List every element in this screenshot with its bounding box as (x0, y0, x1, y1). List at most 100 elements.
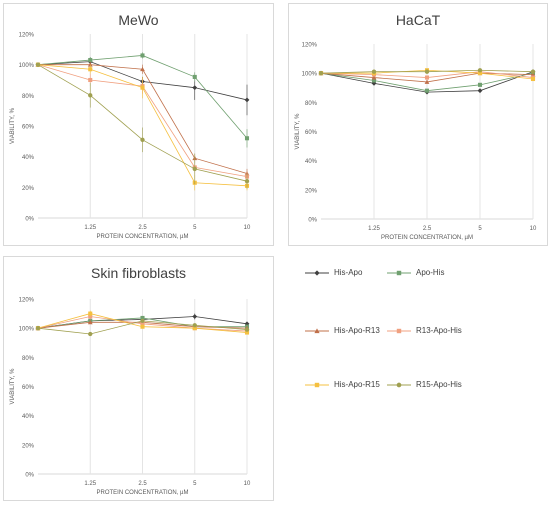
x-tick-label: 5 (478, 226, 482, 232)
y-tick-label: 120% (19, 33, 35, 39)
data-point (88, 67, 93, 72)
legend-item: R13-Apo-His (386, 326, 466, 338)
y-tick-label: 20% (22, 443, 35, 449)
y-tick-label: 40% (22, 414, 35, 420)
data-point (140, 318, 145, 324)
y-tick-label: 120% (19, 298, 35, 304)
legend-item: His-Apo (304, 268, 384, 280)
x-axis-title: PROTEIN CONCENTRATION, µM (96, 490, 188, 496)
data-point (477, 71, 483, 76)
x-tick-label: 2.5 (138, 481, 147, 487)
data-point (192, 314, 198, 319)
data-point (35, 62, 41, 67)
x-tick-label: 5 (193, 225, 197, 231)
data-point (140, 66, 145, 72)
data-point (88, 331, 93, 337)
y-tick-label: 0% (25, 473, 34, 479)
legend-label: R13-Apo-His (416, 326, 462, 335)
y-tick-label: 0% (25, 217, 34, 223)
data-point (244, 179, 250, 184)
x-tick-label: 10 (244, 481, 251, 487)
data-point (88, 93, 93, 98)
x-tick-label: 10 (530, 226, 537, 232)
data-point (140, 321, 145, 326)
data-point (530, 76, 536, 82)
data-point (88, 311, 93, 316)
x-axis-title: PROTEIN CONCENTRATION, µM (381, 235, 473, 241)
data-point (140, 137, 145, 142)
data-point (192, 85, 198, 91)
data-point (244, 97, 250, 103)
data-point (424, 75, 430, 80)
data-point (244, 327, 250, 332)
chart-panel-skin-fibroblasts: Skin fibroblasts 0% 20% 40% 60% 80% 100% 120% 1… (3, 256, 274, 501)
chart-title: MeWo (118, 12, 159, 28)
data-point (371, 69, 377, 74)
y-axis-title: VIABILITY, % (295, 113, 301, 150)
chart-plot: 0% 20% 40% 60% 80% 100% 120% 1.25 2.5 5 10 PROTEIN … (10, 33, 251, 241)
data-point (192, 326, 197, 331)
data-point (192, 166, 197, 172)
chart-plot: 0% 20% 40% 60% 80% 100% 120% 1.25 2.5 5 10 PROTEIN … (10, 298, 251, 497)
y-tick-label: 60% (22, 385, 35, 391)
y-tick-label: 40% (305, 159, 318, 165)
x-axis-title: PROTEIN CONCENTRATION, µM (96, 234, 188, 240)
data-point (371, 75, 377, 80)
data-point (477, 88, 483, 94)
y-tick-label: 100% (19, 63, 35, 69)
y-tick-label: 120% (302, 43, 318, 49)
y-tick-label: 0% (308, 218, 317, 224)
data-point (477, 82, 483, 87)
x-tick-label: 10 (244, 225, 251, 231)
data-point (140, 324, 145, 329)
y-tick-label: 100% (302, 72, 318, 78)
y-tick-label: 80% (22, 356, 35, 362)
y-axis-title: VIABILITY, % (10, 368, 16, 405)
chart-panel-hacat: HaCaT 0% 20% 40% 60% 80% 100% 120% 1.25 2.5 5 10 PR… (288, 3, 548, 246)
x-tick-label: 2.5 (423, 226, 432, 232)
legend-item: R15-Apo-His (386, 380, 466, 392)
y-tick-label: 20% (22, 186, 35, 192)
data-point (396, 328, 402, 334)
data-point (396, 382, 402, 388)
data-point (318, 71, 324, 76)
legend-swatch (387, 328, 411, 334)
y-tick-label: 80% (22, 94, 35, 100)
data-point (424, 88, 430, 93)
data-point (530, 72, 536, 77)
data-point (314, 270, 320, 276)
legend-label: R15-Apo-His (416, 380, 462, 389)
data-point (140, 53, 145, 58)
data-point (192, 323, 197, 328)
x-tick-label: 2.5 (138, 225, 147, 231)
chart-title: HaCaT (395, 12, 441, 28)
data-point (88, 58, 93, 63)
legend-swatch (387, 382, 411, 388)
data-point (424, 69, 430, 74)
legend-swatch (387, 270, 411, 276)
x-tick-label: 1.25 (84, 225, 96, 231)
data-point (244, 136, 250, 141)
y-tick-label: 60% (305, 130, 318, 136)
data-point (192, 74, 197, 79)
chart-legend: His-Apo Apo-His His-Apo-R13 R13-Apo-His His-… (304, 268, 544, 398)
data-point (396, 270, 402, 276)
data-point (35, 326, 41, 331)
chart-plot: 0% 20% 40% 60% 80% 100% 120% 1.25 2.5 5 10 PROTEIN … (295, 43, 537, 242)
y-axis-title: VIABILITY, % (10, 107, 16, 144)
data-point (87, 319, 93, 325)
legend-swatch (305, 328, 329, 334)
legend-label: His-Apo-R13 (334, 326, 380, 335)
y-tick-label: 20% (305, 188, 318, 194)
data-point (140, 315, 145, 320)
legend-item: His-Apo-R13 (304, 326, 384, 338)
data-point (530, 69, 536, 74)
chart-panel-mewo: MeWo 0% 20% 40% 60% 80% 100% 120% 1.25 2.5 5 10 PRO… (3, 3, 274, 246)
data-point (371, 78, 377, 83)
data-point (477, 68, 483, 73)
legend-label: His-Apo (334, 268, 363, 277)
data-point (88, 77, 93, 83)
y-tick-label: 80% (305, 101, 318, 107)
data-point (244, 330, 250, 335)
y-tick-label: 40% (22, 155, 35, 161)
